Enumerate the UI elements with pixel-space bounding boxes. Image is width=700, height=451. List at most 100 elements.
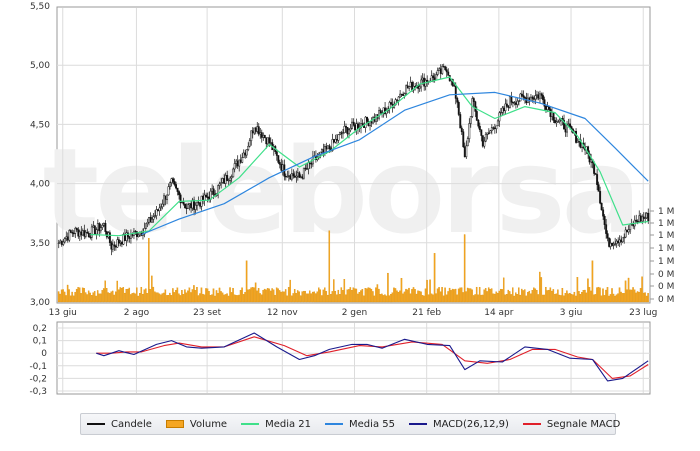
- candle-body: [149, 216, 152, 223]
- candle-body: [548, 106, 550, 110]
- volume-bar: [275, 287, 278, 303]
- volume-bar: [393, 287, 395, 303]
- candle-body: [611, 242, 614, 246]
- volume-bar: [496, 292, 499, 303]
- volume-bar: [268, 288, 270, 303]
- volume-bar: [193, 285, 195, 303]
- candle-body: [98, 223, 101, 232]
- candle-body: [594, 173, 597, 175]
- volume-bar: [641, 276, 643, 303]
- candle-body: [588, 153, 591, 163]
- volume-bar: [325, 291, 328, 303]
- candle-body: [352, 121, 355, 126]
- volume-bar: [236, 295, 239, 303]
- volume-bar: [498, 290, 500, 303]
- volume-bar: [57, 291, 60, 303]
- volume-bar: [143, 289, 146, 303]
- ma21-line: [90, 76, 649, 237]
- volume-bar: [478, 287, 481, 303]
- candle-body: [63, 238, 66, 243]
- volume-bar: [142, 293, 144, 303]
- volume-bar: [324, 287, 326, 303]
- candle-body: [523, 97, 526, 99]
- volume-bar: [227, 295, 230, 303]
- candle-body: [175, 184, 177, 189]
- volume-bar: [133, 292, 135, 303]
- candle-body: [411, 81, 414, 91]
- volume-bar: [426, 279, 428, 303]
- legend-swatch: [87, 423, 105, 425]
- candle-body: [390, 102, 393, 105]
- volume-bar: [444, 287, 446, 303]
- volume-bar: [602, 288, 604, 303]
- candle-body: [364, 116, 367, 128]
- price-grid: [57, 8, 650, 302]
- candle-body: [513, 102, 516, 104]
- volume-bar: [202, 293, 204, 303]
- candle-body: [345, 125, 347, 128]
- candle-body: [636, 221, 639, 223]
- candle-body: [496, 120, 499, 127]
- volume-bar: [633, 289, 636, 303]
- candle-body: [200, 195, 203, 207]
- volume-bar: [466, 287, 469, 303]
- volume-bar: [507, 289, 509, 303]
- volume-bar: [508, 291, 511, 303]
- candle-body: [489, 130, 492, 134]
- candle-body: [295, 175, 298, 178]
- candle-body: [606, 233, 609, 239]
- volume-bar: [113, 294, 115, 303]
- volume-bar: [450, 290, 452, 303]
- volume-bar: [587, 278, 589, 303]
- volume-bar: [339, 294, 341, 303]
- volume-bar: [215, 290, 218, 303]
- volume-bar: [295, 292, 297, 303]
- volume-tick-label: 1 M: [658, 257, 674, 267]
- candle-body: [537, 94, 540, 99]
- candle-body: [265, 137, 268, 145]
- volume-bar: [528, 290, 531, 303]
- candle-body: [182, 201, 185, 205]
- candle-body: [474, 101, 477, 112]
- candle-body: [65, 236, 68, 239]
- candle-body: [507, 105, 510, 108]
- volume-bar: [107, 292, 109, 303]
- candle-body: [328, 145, 331, 149]
- candle-body: [221, 178, 224, 183]
- volume-bar: [250, 287, 252, 303]
- candle-body: [614, 243, 617, 245]
- volume-bar: [223, 294, 225, 303]
- candle-body: [339, 132, 341, 136]
- volume-bar: [62, 289, 64, 303]
- volume-bar: [72, 295, 75, 303]
- volume-bar: [346, 289, 349, 303]
- volume-bar: [411, 289, 413, 303]
- candle-body: [596, 174, 599, 185]
- candle-body: [95, 229, 98, 235]
- volume-bar: [172, 288, 174, 303]
- candle-body: [218, 183, 221, 186]
- volume-bar: [277, 288, 279, 303]
- candle-body: [552, 112, 555, 121]
- candle-body: [346, 127, 349, 135]
- candle-body: [278, 162, 281, 165]
- volume-bar: [545, 286, 547, 303]
- volume-tick-label: 1 M: [658, 219, 674, 229]
- volume-bar: [414, 289, 416, 303]
- candle-body: [289, 175, 292, 180]
- candle-body: [408, 86, 411, 89]
- candle-body: [336, 139, 338, 141]
- candle-body: [81, 230, 84, 236]
- y-tick-label: 5,00: [30, 61, 50, 71]
- candle-body: [394, 99, 397, 106]
- volume-bar: [378, 288, 380, 303]
- volume-bar: [417, 290, 419, 303]
- volume-bar: [612, 293, 615, 303]
- volume-bar: [515, 292, 517, 303]
- volume-bar: [157, 292, 159, 303]
- volume-bar: [469, 288, 472, 303]
- candle-body: [516, 100, 519, 105]
- legend-swatch: [325, 423, 344, 425]
- volume-bar: [340, 287, 343, 303]
- candle-body: [599, 191, 602, 204]
